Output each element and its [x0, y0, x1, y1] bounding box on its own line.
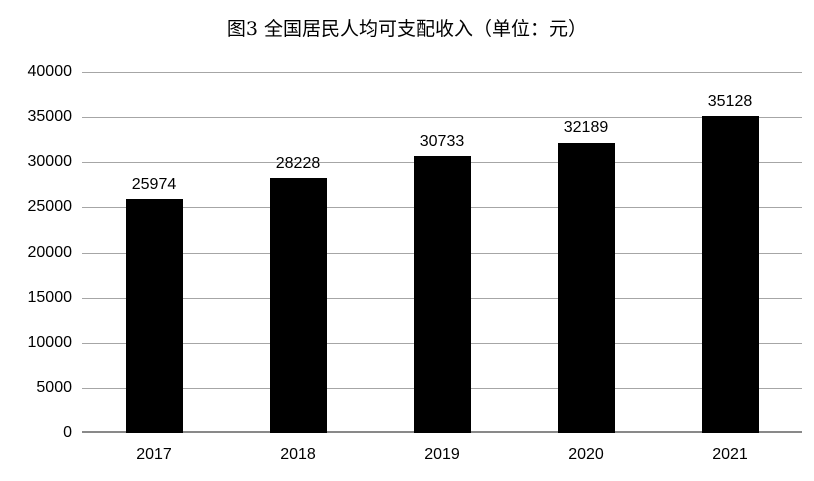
bar-value-label: 32189: [563, 119, 609, 137]
x-axis: 2017 2018 2019 2020 2021: [82, 445, 802, 469]
y-tick-label: 35000: [27, 108, 73, 126]
chart-title: 图3 全国居民人均可支配收入（单位：元）: [226, 18, 588, 40]
bar-2021: [701, 115, 759, 433]
x-tick-label: 2018: [280, 446, 316, 463]
bar-value-label: 35128: [707, 92, 753, 110]
y-tick-label: 40000: [27, 63, 73, 80]
y-tick-label: 0: [63, 424, 72, 441]
gridline: [82, 72, 802, 73]
x-tick-label: 2020: [568, 446, 604, 463]
y-tick-label: 15000: [27, 288, 73, 306]
y-axis: 0 5000 10000 15000 20000 25000 30000 35000 40000: [0, 63, 73, 441]
y-tick-label: 30000: [27, 153, 73, 171]
x-tick-label: 2021: [712, 446, 748, 463]
bar-value-label: 30733: [419, 132, 465, 150]
bar-value-label: 25974: [131, 175, 177, 193]
y-tick-label: 25000: [27, 198, 73, 216]
y-tick-label: 10000: [27, 333, 73, 351]
x-tick-label: 2017: [136, 446, 172, 463]
bar-2018: [269, 178, 327, 433]
bar-2019: [413, 155, 471, 433]
bar-value-label: 28228: [275, 155, 321, 173]
x-tick-label: 2019: [424, 446, 460, 463]
bar-2020: [557, 142, 615, 433]
y-tick-label: 5000: [36, 378, 72, 396]
y-tick-label: 20000: [27, 243, 73, 261]
gridline: [82, 117, 802, 119]
plot-area: 25974 28228 30733 32189 35128: [82, 72, 802, 433]
bar-2017: [125, 198, 183, 433]
